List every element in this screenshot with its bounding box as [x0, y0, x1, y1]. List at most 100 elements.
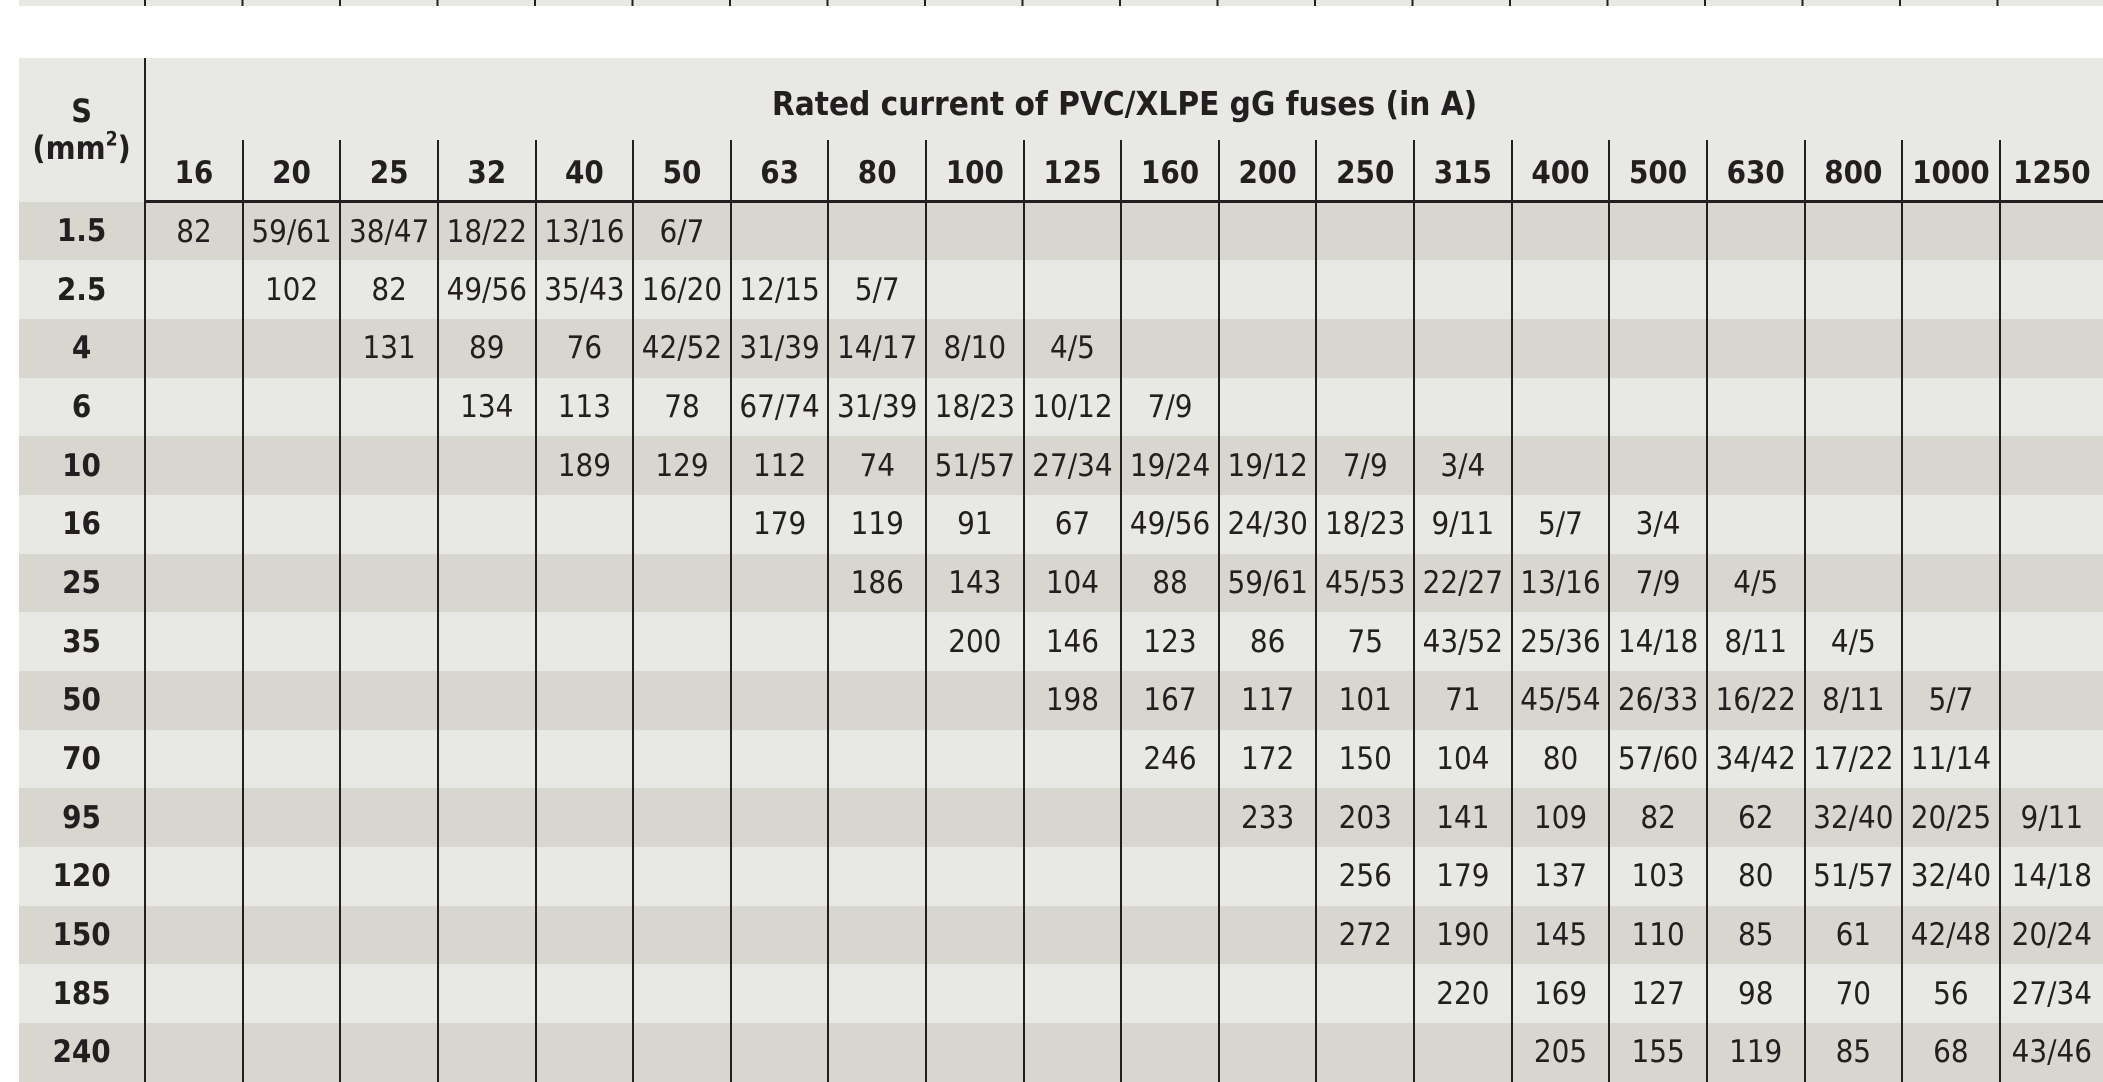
table-cell: 75	[1315, 612, 1415, 671]
table-cell: 4/5	[1803, 612, 1903, 671]
table-cell: 32/40	[1901, 847, 2000, 906]
table-cell	[1120, 260, 1219, 319]
table-cell	[1901, 553, 2000, 613]
table-cell: 13/16	[1510, 553, 1610, 613]
table-cell: 101	[1315, 671, 1415, 730]
cross-section-value: 185	[19, 964, 147, 1024]
table-cell: 78	[632, 377, 731, 437]
table-cell	[145, 905, 243, 965]
table-cell	[1705, 377, 1805, 437]
table-cell	[925, 671, 1024, 730]
table-cell: 172	[1217, 729, 1317, 789]
table-cell: 167	[1120, 671, 1219, 730]
table-cell: 155	[1608, 1023, 1707, 1082]
table-cell	[534, 553, 634, 613]
table-cell: 198	[1022, 671, 1122, 730]
table-cell: 117	[1217, 671, 1317, 730]
table-cell: 186	[827, 553, 927, 613]
table-cell	[1705, 436, 1805, 495]
table-cell	[1120, 788, 1219, 848]
table-cell: 31/39	[729, 318, 829, 378]
cross-section-label: S	[71, 91, 92, 130]
table-cell	[925, 1023, 1024, 1082]
table-cell	[436, 1023, 536, 1082]
table-cell	[632, 729, 731, 789]
table-cell	[145, 671, 243, 730]
table-cell	[729, 553, 829, 613]
table-cell: 256	[1315, 847, 1415, 906]
table-cell	[436, 905, 536, 965]
table-cell: 89	[436, 318, 536, 378]
table-cell: 91	[925, 494, 1024, 554]
cross-section-value: 70	[19, 729, 147, 789]
table-cell	[436, 964, 536, 1024]
table-cell	[1022, 201, 1122, 261]
table-cell	[534, 964, 634, 1024]
table-cell	[827, 788, 927, 848]
table-cell	[241, 494, 341, 554]
table-cell: 24/30	[1217, 494, 1317, 554]
table-cell	[1120, 847, 1219, 906]
table-cell	[1120, 905, 1219, 965]
table-row: 150 272 190 145 110 85 61 42/48 20/24	[19, 905, 2103, 965]
table-cell	[339, 494, 438, 554]
table-cell: 189	[534, 436, 634, 495]
table-cell	[1315, 201, 1415, 261]
table-cell	[632, 1023, 731, 1082]
table-cell: 62	[1705, 788, 1805, 848]
table-cell	[1413, 318, 1512, 378]
table-cell	[241, 847, 341, 906]
table-cell	[339, 377, 438, 437]
cross-section-value: 150	[19, 905, 147, 965]
table-cell	[1998, 729, 2103, 789]
previous-table-edge	[19, 0, 2103, 6]
table-cell	[827, 905, 927, 965]
table-cell	[1120, 201, 1219, 261]
table-cell: 112	[729, 436, 829, 495]
table-cell	[1315, 260, 1415, 319]
table-cell: 5/7	[827, 260, 927, 319]
table-cell	[534, 1023, 634, 1082]
table-cell	[241, 553, 341, 613]
table-cell	[339, 729, 438, 789]
table-cell	[241, 671, 341, 730]
table-cell: 61	[1803, 905, 1903, 965]
table-cell	[827, 671, 927, 730]
fuse-rating-header: 32	[436, 140, 536, 203]
table-cell	[1901, 612, 2000, 671]
table-cell	[145, 964, 243, 1024]
table-cell: 27/34	[1998, 964, 2103, 1024]
table-cell	[1998, 494, 2103, 554]
fuse-ratings-header-row: 16 20 25 32 40 50 63 80 100 125 160 200 250 315 400 500…	[19, 140, 2103, 203]
fuse-rating-header: 1250	[1998, 140, 2103, 203]
table-cell	[145, 788, 243, 848]
table-cell	[729, 964, 829, 1024]
table-cell	[1901, 494, 2000, 554]
table-cell	[1803, 377, 1903, 437]
table-cell	[436, 553, 536, 613]
cross-section-unit: (mm2)	[32, 127, 131, 167]
table-cell	[1315, 964, 1415, 1024]
table-cell: 14/18	[1608, 612, 1707, 671]
table-cell	[632, 494, 731, 554]
table-cell: 14/17	[827, 318, 927, 378]
table-cell	[1315, 377, 1415, 437]
table-cell: 169	[1510, 964, 1610, 1024]
table-cell	[827, 729, 927, 789]
table-cell	[1803, 494, 1903, 554]
table-cell	[632, 788, 731, 848]
table-cell	[729, 201, 829, 261]
table-cell	[534, 671, 634, 730]
table-row: 6 134 113 78 67/74 31/39 18/23 10/12 7/9	[19, 377, 2103, 437]
table-cell: 18/23	[925, 377, 1024, 437]
table-cell: 134	[436, 377, 536, 437]
table-row: 95 233 203 141 109 82 62 32/40 20/25 9/11	[19, 788, 2103, 848]
table-cell: 3/4	[1413, 436, 1512, 495]
table-cell: 98	[1705, 964, 1805, 1024]
table-body: 1.5 82 59/61 38/47 18/22 13/16 6/7 2.5 102 82 49/5…	[19, 201, 2103, 1082]
table-cell	[1217, 318, 1317, 378]
table-cell	[1803, 553, 1903, 613]
cross-section-value: 50	[19, 671, 147, 730]
table-cell: 200	[925, 612, 1024, 671]
table-cell: 141	[1413, 788, 1512, 848]
